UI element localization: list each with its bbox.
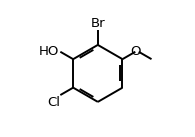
Text: Cl: Cl: [47, 96, 60, 109]
Text: HO: HO: [39, 45, 59, 58]
Text: O: O: [130, 45, 141, 58]
Text: Br: Br: [90, 17, 105, 30]
